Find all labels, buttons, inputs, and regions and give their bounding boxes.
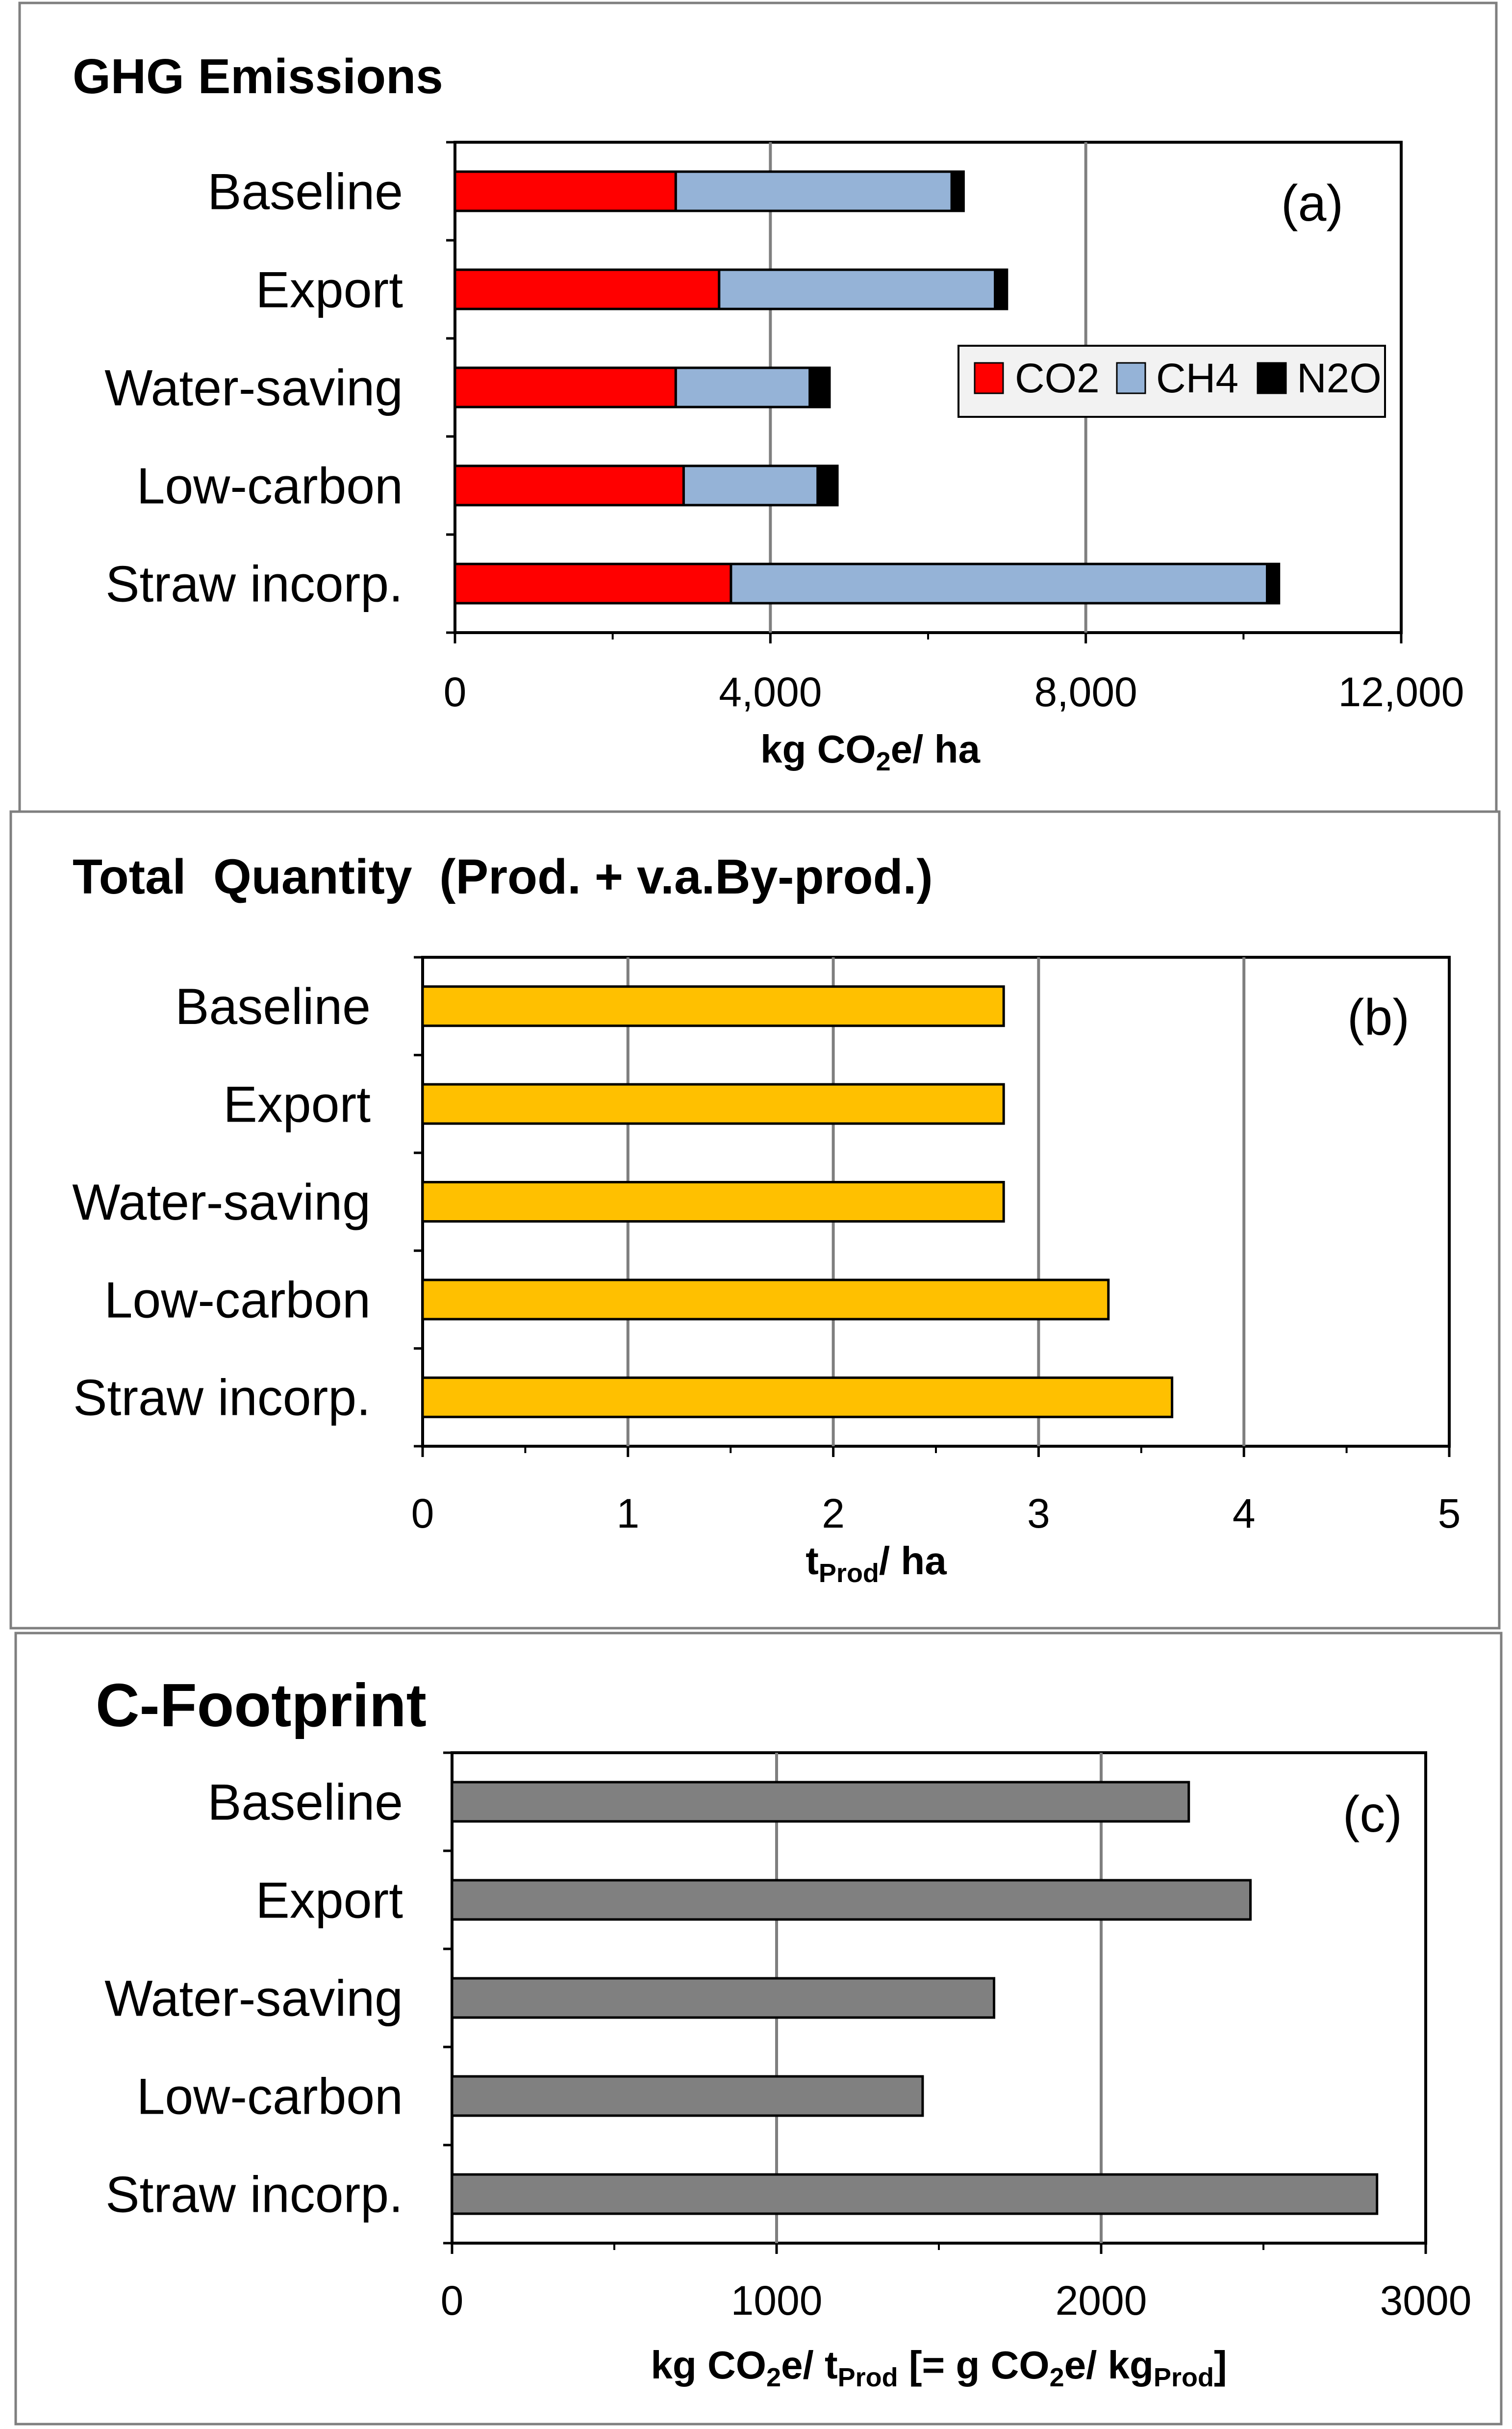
bar-total-quantity-export — [421, 1083, 1005, 1125]
x-tick-label: 3000 — [1380, 2277, 1472, 2324]
bar-n2o-water-saving — [808, 366, 831, 409]
bar-ch4-baseline — [674, 170, 953, 212]
panel-c: C-Footprint Baseline Export Water-saving Lo… — [14, 1632, 1503, 2426]
panel-a-legend: CO2 CH4 N2O — [958, 345, 1386, 418]
category-label: Export — [223, 1076, 371, 1133]
x-tick-label: 1 — [616, 1490, 639, 1536]
x-tick-label: 8,000 — [1034, 669, 1137, 715]
panel-b-xlabel: tProd/ ha — [806, 1539, 947, 1588]
panel-c-label: (c) — [1343, 1786, 1402, 1843]
bar-co2-baseline — [454, 170, 677, 212]
category-label: Straw incorp. — [105, 556, 403, 613]
bar-total-quantity-baseline — [421, 985, 1005, 1027]
bar-total-quantity-straw-incorp- — [421, 1376, 1174, 1418]
category-label: Baseline — [175, 978, 371, 1035]
panel-b-label: (b) — [1347, 989, 1410, 1046]
legend-label-ch4: CH4 — [1156, 355, 1238, 401]
x-tick-label: 12,000 — [1338, 669, 1464, 715]
bar-co2-export — [454, 268, 721, 310]
bar-n2o-straw-incorp- — [1266, 563, 1281, 605]
panel-b: Total Quantity (Prod. + v.a.By-prod.) Ba… — [9, 810, 1501, 1630]
category-label: Low-carbon — [137, 458, 403, 514]
legend-swatch-co2 — [974, 362, 1004, 394]
x-tick-label: 4,000 — [719, 669, 822, 715]
bar-ch4-export — [718, 268, 997, 310]
category-label: Low-carbon — [137, 2068, 403, 2125]
bar-c-footprint-low-carbon — [451, 2075, 924, 2117]
x-tick-label: 3 — [1027, 1490, 1050, 1536]
panel-a: GHG Emissions Baseline Export Water-saving… — [18, 1, 1498, 814]
bar-ch4-straw-incorp- — [730, 563, 1269, 605]
x-tick-label: 5 — [1438, 1490, 1461, 1536]
bar-co2-low-carbon — [454, 464, 685, 507]
category-label: Straw incorp. — [105, 2166, 403, 2223]
panel-c-xlabel: kg CO2e/ tProd [= g CO2e/ kgProd] — [651, 2343, 1227, 2392]
bar-n2o-baseline — [950, 170, 965, 212]
legend-frame — [958, 345, 1386, 418]
bar-c-footprint-export — [451, 1879, 1252, 1921]
panel-b-title: Total Quantity (Prod. + v.a.By-prod.) — [73, 849, 933, 904]
bar-c-footprint-water-saving — [451, 1977, 996, 2019]
category-label: Straw incorp. — [73, 1370, 371, 1427]
bar-n2o-export — [994, 268, 1008, 310]
x-tick-label: 1000 — [731, 2277, 823, 2324]
category-label: Export — [255, 261, 403, 318]
x-tick-label: 0 — [411, 1490, 434, 1536]
category-label: Baseline — [207, 1774, 403, 1831]
category-label: Water-saving — [104, 359, 403, 416]
bar-co2-water-saving — [454, 366, 677, 409]
bar-ch4-water-saving — [674, 366, 811, 409]
bar-total-quantity-low-carbon — [421, 1278, 1110, 1321]
x-tick-label: 0 — [441, 2277, 464, 2324]
panel-a-title: GHG Emissions — [73, 49, 443, 104]
legend-swatch-n2o — [1257, 362, 1287, 394]
x-tick-label: 2 — [822, 1490, 845, 1536]
category-label: Baseline — [207, 163, 403, 220]
panel-a-xlabel: kg CO2e/ ha — [760, 727, 980, 776]
x-tick-label: 0 — [444, 669, 467, 715]
panel-a-label: (a) — [1281, 175, 1343, 232]
x-tick-label: 4 — [1233, 1490, 1256, 1536]
category-label: Export — [255, 1872, 403, 1929]
bar-co2-straw-incorp- — [454, 563, 732, 605]
bar-total-quantity-water-saving — [421, 1181, 1005, 1223]
bar-ch4-low-carbon — [682, 464, 819, 507]
category-label: Low-carbon — [104, 1272, 371, 1329]
bar-c-footprint-straw-incorp- — [451, 2173, 1379, 2215]
category-label: Water-saving — [72, 1174, 371, 1231]
legend-swatch-ch4 — [1116, 362, 1146, 394]
legend-label-n2o: N2O — [1297, 355, 1382, 401]
bar-c-footprint-baseline — [451, 1781, 1190, 1823]
panel-c-title: C-Footprint — [96, 1672, 427, 1739]
category-label: Water-saving — [104, 1970, 403, 2027]
legend-label-co2: CO2 — [1015, 355, 1100, 401]
x-tick-label: 2000 — [1056, 2277, 1147, 2324]
bar-n2o-low-carbon — [816, 464, 839, 507]
